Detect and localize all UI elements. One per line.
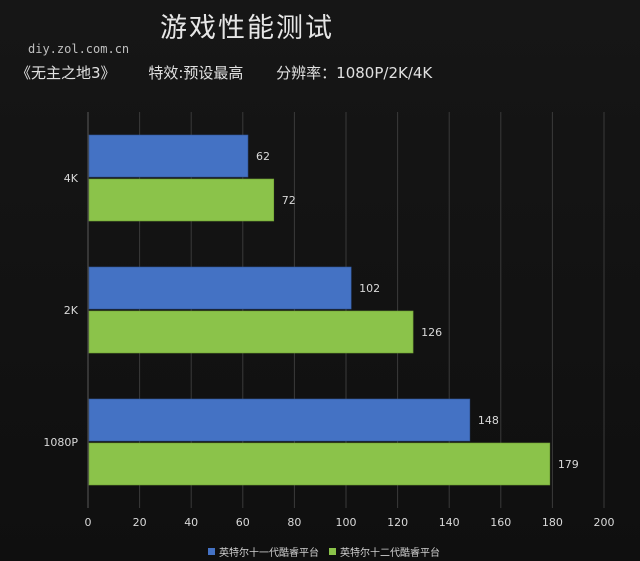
legend-swatch-series-2 <box>329 548 336 555</box>
bar-2K-series-1 <box>88 266 352 310</box>
watermark: diy.zol.com.cn <box>28 42 130 56</box>
x-tick-label-200: 200 <box>594 516 615 529</box>
subtitle-effect: 特效:预设最高 <box>148 64 244 82</box>
bar-2K-series-2 <box>88 310 414 354</box>
data-label-2K-series-1: 102 <box>359 282 380 295</box>
legend-label-series-1: 英特尔十一代酷睿平台 <box>219 548 319 559</box>
x-tick-label-0: 0 <box>85 516 92 529</box>
legend-swatch-series-1 <box>208 548 215 555</box>
data-label-4K-series-1: 62 <box>256 150 270 163</box>
legend-item-series-1: 英特尔十一代酷睿平台 <box>208 544 319 559</box>
x-tick-label-60: 60 <box>236 516 250 529</box>
bar-1080P-series-1 <box>88 398 471 442</box>
legend-label-series-2: 英特尔十二代酷睿平台 <box>340 548 440 559</box>
data-label-1080P-series-1: 148 <box>478 414 499 427</box>
x-tick-label-140: 140 <box>439 516 460 529</box>
x-tick-label-100: 100 <box>336 516 357 529</box>
subtitle-resolution: 分辨率：1080P/2K/4K <box>276 64 433 82</box>
x-tick-label-180: 180 <box>542 516 563 529</box>
bar-4K-series-1 <box>88 134 249 178</box>
x-tick-label-160: 160 <box>490 516 511 529</box>
bar-4K-series-2 <box>88 178 275 222</box>
x-tick-label-20: 20 <box>133 516 147 529</box>
y-tick-label-2K: 2K <box>64 304 79 317</box>
chart-title: 游戏性能测试 <box>160 13 334 44</box>
chart-legend: 英特尔十一代酷睿平台 英特尔十二代酷睿平台 <box>208 544 440 559</box>
data-label-2K-series-2: 126 <box>421 326 442 339</box>
y-tick-label-1080P: 1080P <box>43 436 78 449</box>
x-tick-label-120: 120 <box>387 516 408 529</box>
data-label-1080P-series-2: 179 <box>558 458 579 471</box>
legend-item-series-2: 英特尔十二代酷睿平台 <box>329 544 440 559</box>
x-tick-label-40: 40 <box>184 516 198 529</box>
y-tick-label-4K: 4K <box>64 172 79 185</box>
bar-1080P-series-2 <box>88 442 551 486</box>
data-label-4K-series-2: 72 <box>282 194 296 207</box>
subtitle-game: 《无主之地3》 <box>16 64 116 82</box>
chart-subtitle: 《无主之地3》 特效:预设最高 分辨率：1080P/2K/4K <box>16 62 432 83</box>
x-tick-label-80: 80 <box>287 516 301 529</box>
